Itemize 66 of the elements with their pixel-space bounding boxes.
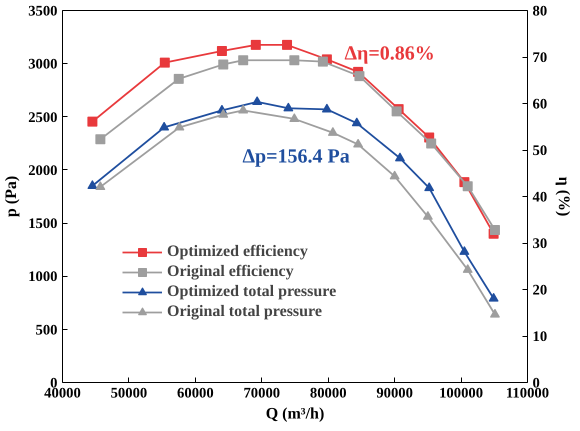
point (95, 181, 106, 190)
point (426, 138, 436, 148)
point (462, 264, 473, 273)
point (216, 46, 227, 56)
point (422, 211, 433, 220)
point (462, 181, 473, 192)
point (488, 292, 499, 302)
x-tick-label: 60000 (177, 386, 214, 402)
annotation: Δp=156.4 Pa (242, 146, 350, 168)
x-tick-label: 100000 (439, 386, 484, 402)
x-tick-label: 70000 (243, 386, 280, 402)
point (160, 58, 170, 68)
point (322, 104, 332, 112)
y2-tick-label: 10 (532, 329, 548, 345)
x-tick-label: 50000 (110, 386, 148, 402)
point (174, 74, 184, 84)
y-tick-label: 3000 (28, 56, 58, 73)
point (174, 122, 184, 131)
point (87, 180, 98, 189)
point (252, 96, 262, 106)
point (352, 117, 362, 126)
legend-label: Optimized total pressure (167, 283, 336, 301)
point (459, 246, 470, 255)
point (354, 71, 364, 82)
y2-tick-label: 30 (532, 236, 548, 252)
y-tick-label: 2500 (28, 110, 58, 126)
point (318, 56, 328, 67)
y-tick-label: 1500 (28, 216, 58, 232)
point (490, 224, 500, 235)
point (95, 134, 106, 144)
point (282, 40, 292, 50)
point (238, 55, 248, 66)
point (283, 102, 294, 112)
y2-tick-label: 80 (532, 4, 548, 20)
point (218, 108, 228, 118)
annotation: Δη=0.86% (344, 42, 435, 64)
x-tick-label: 80000 (310, 386, 347, 402)
y2-tick-label: 70 (532, 50, 548, 66)
y2-tick-label: 40 (532, 190, 548, 206)
y-tick-label: 1000 (28, 269, 58, 286)
point (394, 152, 405, 162)
point (390, 170, 400, 180)
y-tick-label: 3500 (28, 4, 58, 20)
y-tick-label: 2000 (28, 162, 58, 179)
point (424, 182, 434, 192)
point (250, 40, 261, 50)
point (289, 113, 300, 122)
y2-tick-label: 20 (532, 282, 548, 298)
point (218, 59, 228, 70)
y-tick-label: 500 (36, 322, 58, 338)
legend-label: Original efficiency (167, 263, 294, 281)
point (87, 116, 98, 127)
legend-label: Optimized efficiency (167, 243, 308, 261)
y2-tick-label: 60 (532, 96, 548, 112)
point (328, 127, 338, 136)
y-axis-title: p (Pa) (3, 176, 20, 218)
point (353, 138, 364, 148)
point (238, 104, 248, 114)
legend-label: Original total pressure (167, 303, 322, 321)
y2-axis-title: η (%) (555, 176, 572, 216)
point (490, 308, 500, 318)
point (289, 55, 300, 66)
x-tick-label: 90000 (376, 386, 413, 402)
point (159, 122, 170, 131)
x-axis-title: Q (m³/h) (266, 406, 324, 422)
y2-tick-label: 50 (532, 143, 548, 159)
